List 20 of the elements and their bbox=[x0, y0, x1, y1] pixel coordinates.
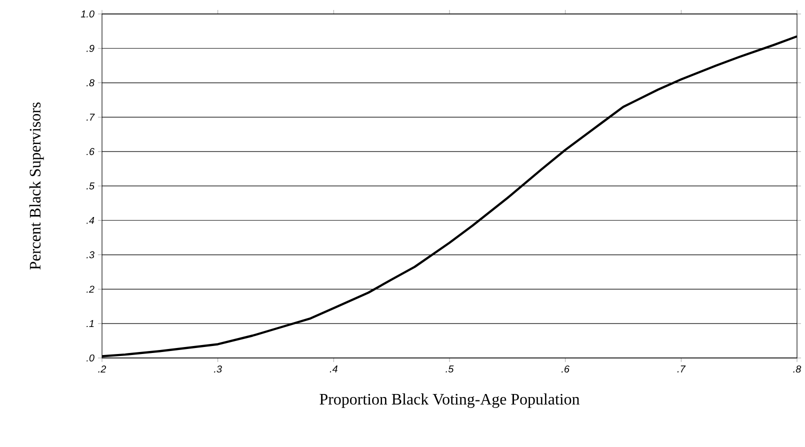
y-tick-label: .7 bbox=[86, 114, 95, 121]
y-tick-label: .5 bbox=[86, 182, 95, 190]
x-tick-label: .4 bbox=[330, 366, 338, 372]
y-tick-label: .8 bbox=[86, 79, 94, 86]
y-tick-label: .9 bbox=[86, 44, 94, 52]
y-tick-label: 1.0 bbox=[80, 10, 94, 18]
y-tick-label: .3 bbox=[86, 251, 94, 258]
x-tick-label: .7 bbox=[677, 366, 686, 372]
y-tick-label: .1 bbox=[86, 320, 94, 328]
y-tick-label: .0 bbox=[86, 354, 94, 362]
x-tick-label: .5 bbox=[446, 366, 454, 372]
x-tick-label: .8 bbox=[793, 366, 802, 373]
y-tick-label: .6 bbox=[86, 148, 94, 156]
x-tick-label: .6 bbox=[562, 366, 570, 373]
y-tick-label: .2 bbox=[86, 286, 94, 293]
x-tick-label: .3 bbox=[214, 366, 222, 373]
y-tick-label: .4 bbox=[86, 216, 94, 224]
x-axis-title: Proportion Black Voting-Age Population bbox=[320, 393, 580, 408]
y-axis-title: Percent Black Supervisors bbox=[29, 102, 44, 270]
x-tick-label: .2 bbox=[98, 366, 106, 372]
